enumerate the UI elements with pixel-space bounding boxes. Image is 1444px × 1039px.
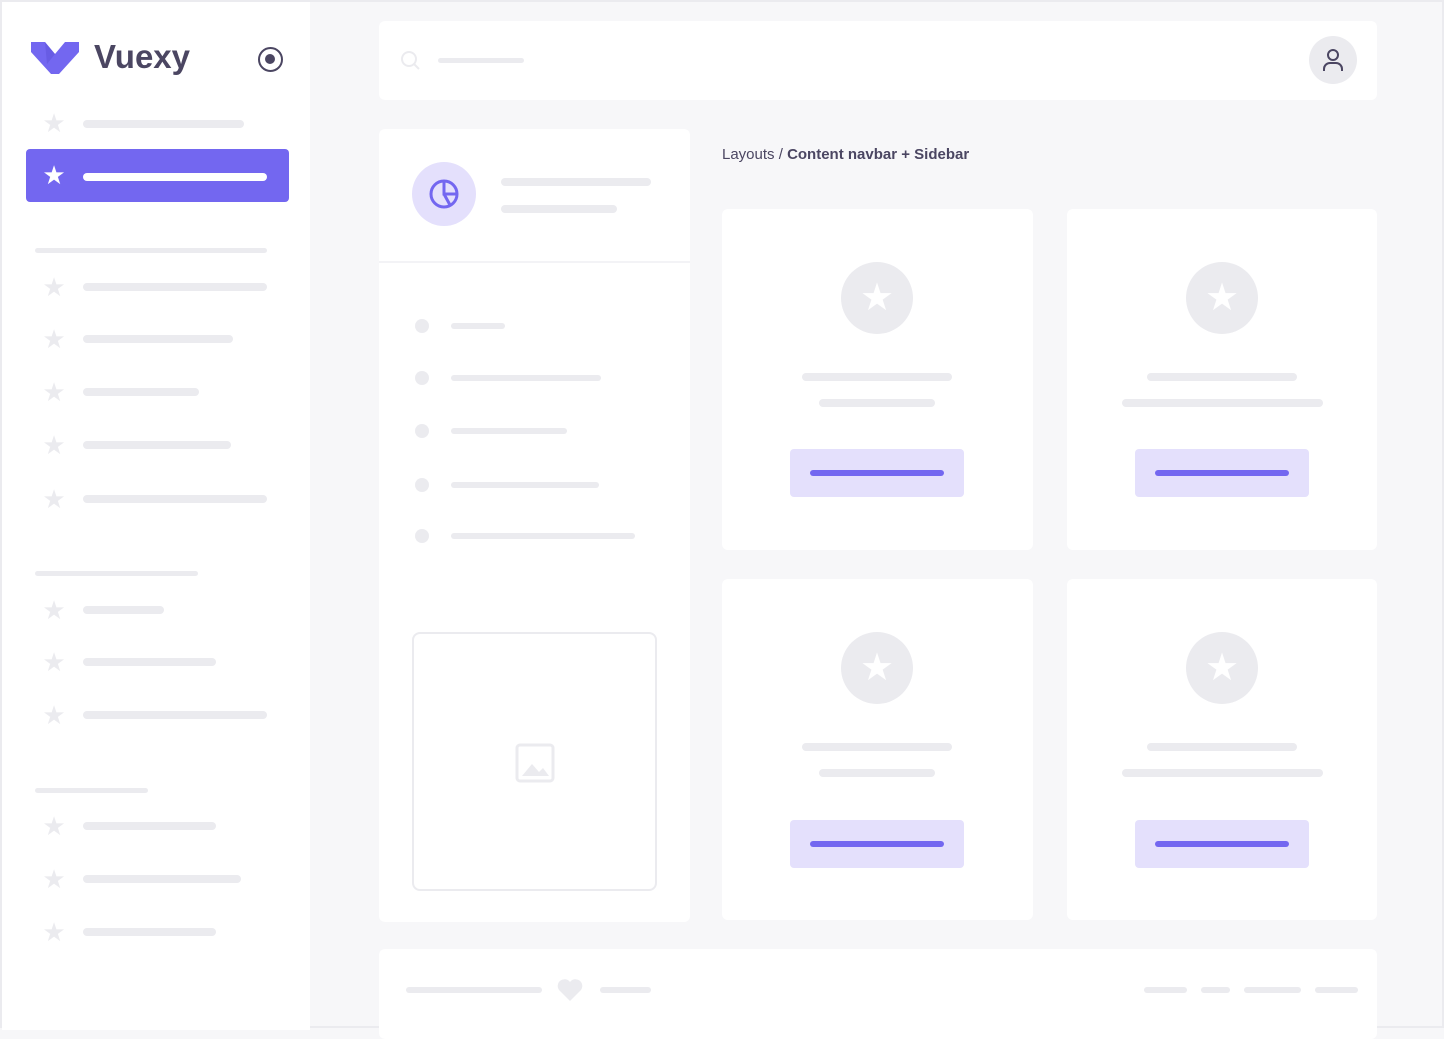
brand-name: Vuexy <box>94 38 191 75</box>
image-placeholder <box>412 632 657 891</box>
star-icon: ★ <box>42 430 66 460</box>
footer-link[interactable] <box>1201 987 1230 993</box>
card-title <box>802 373 952 381</box>
card-title <box>1147 743 1297 751</box>
footer-link[interactable] <box>1144 987 1187 993</box>
card-text <box>819 769 935 777</box>
star-icon: ★ <box>42 700 66 730</box>
user-icon <box>1323 49 1343 71</box>
card-text <box>1122 769 1323 777</box>
star-icon: ★ <box>42 272 66 302</box>
sidebar-item[interactable] <box>83 822 216 830</box>
user-avatar[interactable] <box>1309 36 1357 84</box>
section-divider <box>35 571 198 576</box>
list-dot <box>415 529 429 543</box>
footer-link[interactable] <box>1315 987 1358 993</box>
sidebar-item[interactable] <box>83 928 216 936</box>
sidebar-item[interactable] <box>83 658 216 666</box>
search-input[interactable] <box>438 58 524 63</box>
star-icon: ★ <box>42 917 66 947</box>
section-divider <box>35 788 148 793</box>
star-icon: ★ <box>42 377 66 407</box>
breadcrumb-parent[interactable]: Layouts <box>722 146 775 163</box>
heart-icon <box>557 979 583 1001</box>
list-item[interactable] <box>451 375 601 381</box>
sidebar-item[interactable] <box>83 283 267 291</box>
image-icon <box>515 743 555 783</box>
list-item[interactable] <box>451 323 505 329</box>
sidebar-item[interactable] <box>83 495 267 503</box>
breadcrumb-current: Content navbar + Sidebar <box>787 146 970 163</box>
card-text <box>1122 399 1323 407</box>
sidebar-item[interactable] <box>83 441 231 449</box>
list-dot <box>415 424 429 438</box>
star-icon: ★ <box>841 262 913 334</box>
card-title <box>802 743 952 751</box>
footer-link[interactable] <box>1244 987 1301 993</box>
brand-logo <box>31 42 79 74</box>
star-icon: ★ <box>1186 262 1258 334</box>
star-icon: ★ <box>42 324 66 354</box>
star-icon: ★ <box>841 632 913 704</box>
list-dot <box>415 319 429 333</box>
list-item[interactable] <box>451 482 599 488</box>
pie-chart-icon <box>429 179 459 209</box>
list-dot <box>415 478 429 492</box>
footer <box>379 949 1377 1039</box>
sidebar: Vuexy ★ ★ ★ ★ ★ ★ ★ ★ ★ ★ ★ ★ ★ <box>2 2 310 1030</box>
star-icon: ★ <box>42 595 66 625</box>
sidebar-item[interactable] <box>83 711 267 719</box>
panel-divider <box>379 261 690 263</box>
content-sidebar-panel <box>379 129 690 922</box>
content-card: ★ <box>1067 209 1377 550</box>
navbar <box>379 21 1377 100</box>
list-item[interactable] <box>451 533 635 539</box>
star-icon: ★ <box>42 647 66 677</box>
section-divider <box>35 248 267 253</box>
search-icon[interactable] <box>401 51 421 71</box>
star-icon: ★ <box>42 108 66 138</box>
star-icon: ★ <box>42 811 66 841</box>
content-card: ★ <box>1067 579 1377 920</box>
sidebar-toggle-icon[interactable] <box>258 47 283 72</box>
sidebar-item-active[interactable]: ★ <box>26 149 289 202</box>
footer-copyright <box>406 987 542 993</box>
list-dot <box>415 371 429 385</box>
content-card: ★ <box>722 209 1033 550</box>
sidebar-item[interactable] <box>83 120 244 128</box>
card-button[interactable] <box>790 449 964 497</box>
star-icon: ★ <box>1186 632 1258 704</box>
sidebar-item[interactable] <box>83 335 233 343</box>
breadcrumb: Layouts / Content navbar + Sidebar <box>722 146 969 163</box>
sidebar-item[interactable] <box>83 388 199 396</box>
panel-subtitle <box>501 205 617 213</box>
breadcrumb-separator: / <box>774 146 788 163</box>
card-button[interactable] <box>1135 820 1309 868</box>
card-title <box>1147 373 1297 381</box>
star-icon: ★ <box>42 864 66 894</box>
sidebar-item[interactable] <box>83 606 164 614</box>
star-icon: ★ <box>42 160 66 190</box>
panel-title <box>501 178 651 186</box>
footer-author <box>600 987 651 993</box>
panel-avatar <box>412 162 476 226</box>
card-text <box>819 399 935 407</box>
list-item[interactable] <box>451 428 567 434</box>
card-button[interactable] <box>1135 449 1309 497</box>
card-button[interactable] <box>790 820 964 868</box>
sidebar-item[interactable] <box>83 875 241 883</box>
content-card: ★ <box>722 579 1033 920</box>
star-icon: ★ <box>42 484 66 514</box>
